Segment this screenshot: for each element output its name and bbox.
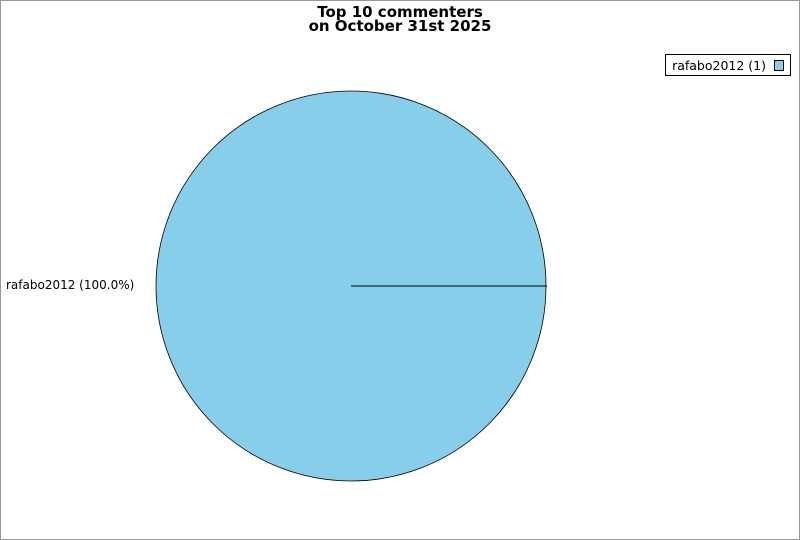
chart-subtitle: on October 31st 2025 xyxy=(308,17,492,35)
slice-label: rafabo2012 (100.0%) xyxy=(6,278,135,292)
legend: rafabo2012 (1) xyxy=(665,54,791,76)
legend-label: rafabo2012 (1) xyxy=(672,57,766,73)
chart-title: Top 10 commenters xyxy=(317,3,483,21)
legend-swatch xyxy=(774,59,784,71)
